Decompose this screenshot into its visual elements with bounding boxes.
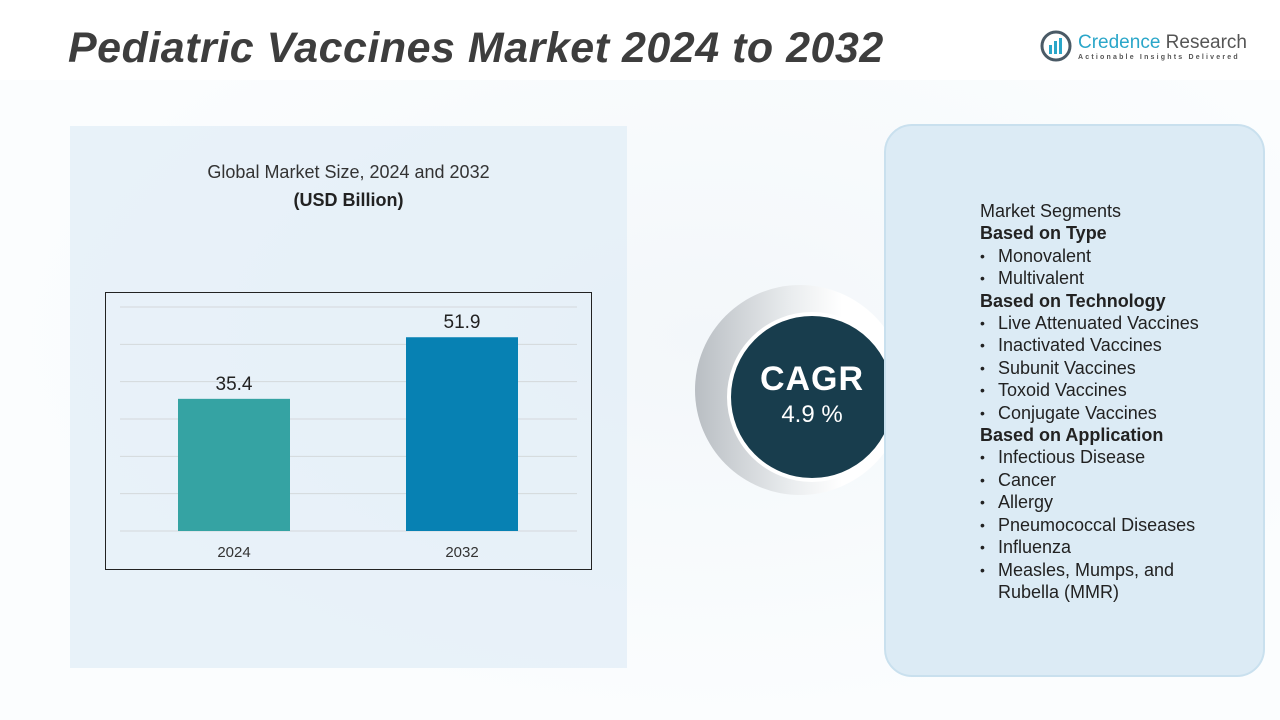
data-label: 51.9	[444, 312, 481, 333]
segment-item: Pneumococcal Diseases	[980, 514, 1220, 537]
segments-heading: Market Segments	[980, 201, 1122, 221]
bar-2024	[178, 398, 290, 531]
segment-group-title: Based on Type	[980, 223, 1107, 244]
chart-title: Global Market Size, 2024 and 2032	[207, 162, 490, 182]
logo-name-2: Research	[1160, 31, 1247, 53]
page-title: Pediatric Vaccines Market 2024 to 2032	[68, 24, 884, 72]
segment-item: Cancer	[980, 469, 1220, 492]
segment-group-title: Based on Technology	[980, 290, 1166, 311]
chart-unit: (USD Billion)	[293, 190, 404, 210]
segment-item: Multivalent	[980, 267, 1220, 290]
chart-frame	[105, 292, 592, 570]
segment-item: Infectious Disease	[980, 446, 1220, 469]
logo-name: Credence	[1078, 31, 1161, 53]
market-size-panel: Global Market Size, 2024 and 2032 (USD B…	[70, 126, 627, 668]
segment-item: Inactivated Vaccines	[980, 334, 1220, 357]
bar-chart: 35.4 2024 51.9 2032	[120, 306, 577, 561]
segment-item: Subunit Vaccines	[980, 357, 1220, 380]
x-tick-label: 2024	[217, 544, 250, 561]
segment-item: Influenza	[980, 536, 1220, 559]
segment-item: Conjugate Vaccines	[980, 402, 1220, 425]
cagr-label: CAGR	[759, 360, 865, 398]
segment-group-title: Based on Application	[980, 425, 1164, 446]
logo-icon	[1040, 30, 1072, 62]
market-segments-list: Market Segments Based on TypeMonovalentM…	[980, 200, 1220, 603]
cagr-badge: CAGR 4.9 %	[727, 312, 897, 482]
logo-tagline: Actionable Insights Delivered	[1078, 53, 1240, 61]
segment-item: Allergy	[980, 491, 1220, 514]
bar-2032	[406, 337, 518, 531]
data-label: 35.4	[216, 374, 253, 395]
segment-item: Measles, Mumps, and Rubella (MMR)	[980, 559, 1220, 604]
segment-item: Live Attenuated Vaccines	[980, 312, 1220, 335]
segment-item: Toxoid Vaccines	[980, 379, 1220, 402]
segment-item: Monovalent	[980, 245, 1220, 268]
credence-research-logo: Credence Research Actionable Insights De…	[1040, 30, 1247, 62]
cagr-value: 4.9 %	[781, 401, 843, 428]
x-tick-label: 2032	[445, 544, 478, 561]
